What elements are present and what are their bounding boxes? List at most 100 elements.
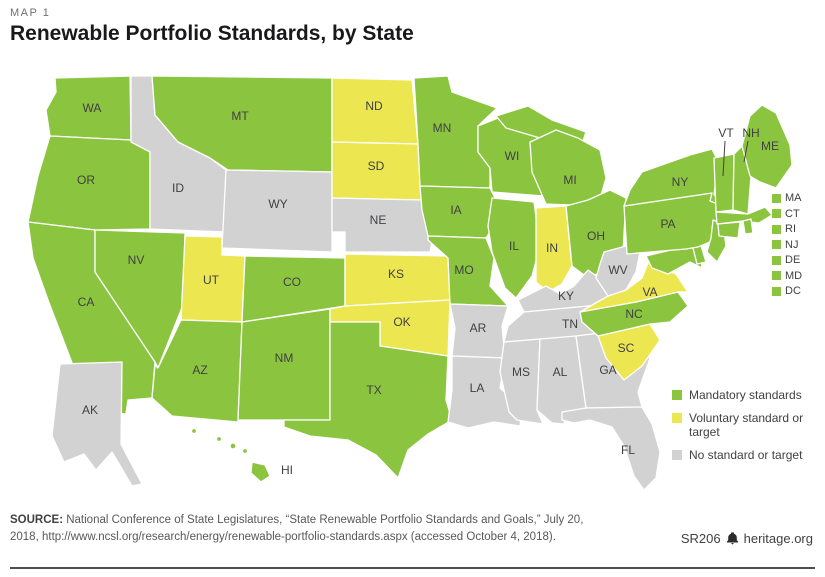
label-az: AZ [192, 363, 207, 377]
state-ri [742, 218, 754, 235]
map-legend: Mandatory standards Voluntary standard o… [672, 388, 822, 462]
list-item: CT [772, 208, 802, 220]
ct-label: CT [785, 207, 800, 220]
label-nv: NV [128, 253, 145, 267]
state-shapes [27, 75, 793, 491]
label-ne: NE [370, 213, 387, 227]
label-mn: MN [433, 121, 452, 135]
label-al: AL [553, 365, 568, 379]
state-ct [717, 221, 741, 239]
label-hi: HI [281, 463, 293, 477]
nj-swatch [772, 240, 781, 249]
none-label: No standard or target [689, 448, 803, 462]
de-swatch [772, 255, 781, 265]
label-or: OR [77, 173, 95, 187]
label-wy: WY [268, 197, 287, 211]
nj-label: NJ [785, 238, 799, 251]
ri-label: RI [785, 223, 796, 235]
label-id: ID [172, 181, 184, 195]
mandatory-label: Mandatory standards [689, 388, 802, 402]
label-me: ME [761, 139, 779, 153]
voluntary-label: Voluntary standard or target [689, 411, 804, 439]
label-wa: WA [83, 101, 102, 115]
label-ks: KS [388, 267, 404, 281]
none-swatch [672, 450, 682, 460]
label-fl: FL [621, 443, 635, 457]
label-il: IL [509, 239, 519, 253]
label-ms: MS [512, 365, 530, 379]
state-hi [250, 461, 271, 483]
list-item: NJ [772, 239, 802, 251]
dc-swatch [772, 286, 781, 296]
state-wy [221, 169, 333, 253]
label-sd: SD [368, 159, 385, 173]
state-labels: WA OR CA ID NV UT AZ MT WY CO NM ND SD N… [77, 99, 779, 477]
source-label: SOURCE: [10, 514, 64, 526]
label-nm: NM [275, 351, 294, 365]
state-tx [283, 321, 453, 479]
label-co: CO [283, 275, 301, 289]
state-fl [561, 406, 661, 491]
label-mo: MO [454, 263, 473, 277]
label-oh: OH [587, 229, 605, 243]
footer-brand: SR206 heritage.org [681, 531, 813, 546]
voluntary-swatch [672, 413, 682, 423]
state-hi-islands [190, 427, 271, 483]
bottom-rule [10, 567, 815, 569]
label-mi: MI [563, 173, 576, 187]
label-ok: OK [393, 315, 410, 329]
east-coast-state-list: MA CT RI NJ DE MD DC [772, 192, 802, 297]
nh-leader-line [743, 140, 749, 163]
mandatory-swatch [672, 390, 682, 400]
source-note: SOURCE: National Conference of State Leg… [10, 512, 650, 545]
label-ut: UT [203, 273, 220, 287]
site-link[interactable]: heritage.org [743, 531, 813, 546]
md-swatch [772, 271, 781, 280]
label-sc: SC [618, 341, 635, 355]
ri-swatch [772, 224, 781, 234]
vt-leader-line [722, 140, 726, 177]
list-item: MD [772, 270, 802, 282]
page-title: Renewable Portfolio Standards, by State [10, 22, 414, 45]
label-vt-callout: VT [718, 126, 734, 140]
ma-swatch [772, 193, 781, 203]
source-line-1: National Conference of State Legislature… [66, 514, 584, 526]
label-wi: WI [505, 149, 520, 163]
label-ny: NY [672, 175, 689, 189]
label-ar: AR [470, 321, 487, 335]
label-mt: MT [231, 109, 249, 123]
state-me [741, 104, 793, 189]
de-label: DE [785, 254, 801, 266]
heritage-bell-icon [726, 532, 738, 545]
label-ky: KY [558, 289, 574, 303]
legend-item-mandatory: Mandatory standards [672, 388, 822, 402]
label-la: LA [470, 381, 485, 395]
legend-item-none: No standard or target [672, 448, 822, 462]
list-item: MA [772, 192, 802, 204]
ct-swatch [772, 209, 781, 218]
label-in: IN [546, 241, 558, 255]
label-tx: TX [366, 383, 381, 397]
list-item: DC [772, 285, 802, 297]
label-va: VA [642, 285, 657, 299]
label-nd: ND [365, 99, 383, 113]
ma-label: MA [785, 192, 802, 204]
dc-label: DC [785, 285, 801, 297]
state-az [151, 319, 243, 423]
label-ia: IA [450, 203, 461, 217]
label-ca: CA [78, 295, 95, 309]
state-ak [51, 361, 143, 487]
label-ak: AK [82, 403, 98, 417]
label-wv: WV [608, 263, 627, 277]
legend-item-voluntary: Voluntary standard or target [672, 411, 822, 439]
label-nh-callout: NH [742, 126, 759, 140]
label-tn: TN [562, 317, 578, 331]
list-item: DE [772, 254, 802, 266]
map-kicker: MAP 1 [10, 7, 51, 19]
report-id: SR206 [680, 531, 721, 546]
label-pa: PA [660, 217, 675, 231]
list-item: RI [772, 223, 802, 235]
label-ga: GA [599, 363, 616, 377]
md-label: MD [785, 269, 803, 282]
